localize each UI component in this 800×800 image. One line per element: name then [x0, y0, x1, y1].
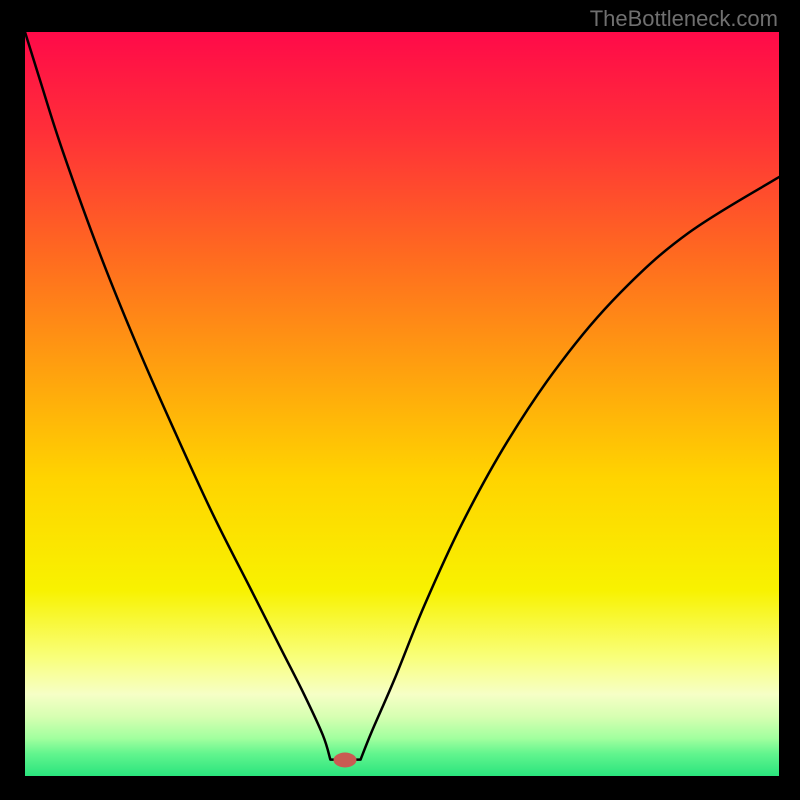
optimal-point-marker	[334, 752, 357, 767]
bottleneck-v-curve	[25, 32, 779, 776]
watermark-text: TheBottleneck.com	[590, 6, 778, 32]
curve-path	[25, 32, 779, 760]
plot-area	[25, 32, 779, 776]
